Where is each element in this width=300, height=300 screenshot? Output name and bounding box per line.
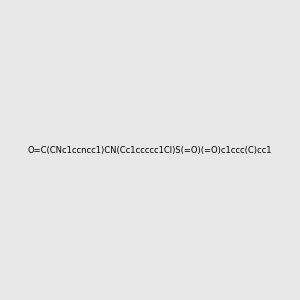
Text: O=C(CNc1ccncc1)CN(Cc1ccccc1Cl)S(=O)(=O)c1ccc(C)cc1: O=C(CNc1ccncc1)CN(Cc1ccccc1Cl)S(=O)(=O)c… (28, 146, 272, 154)
